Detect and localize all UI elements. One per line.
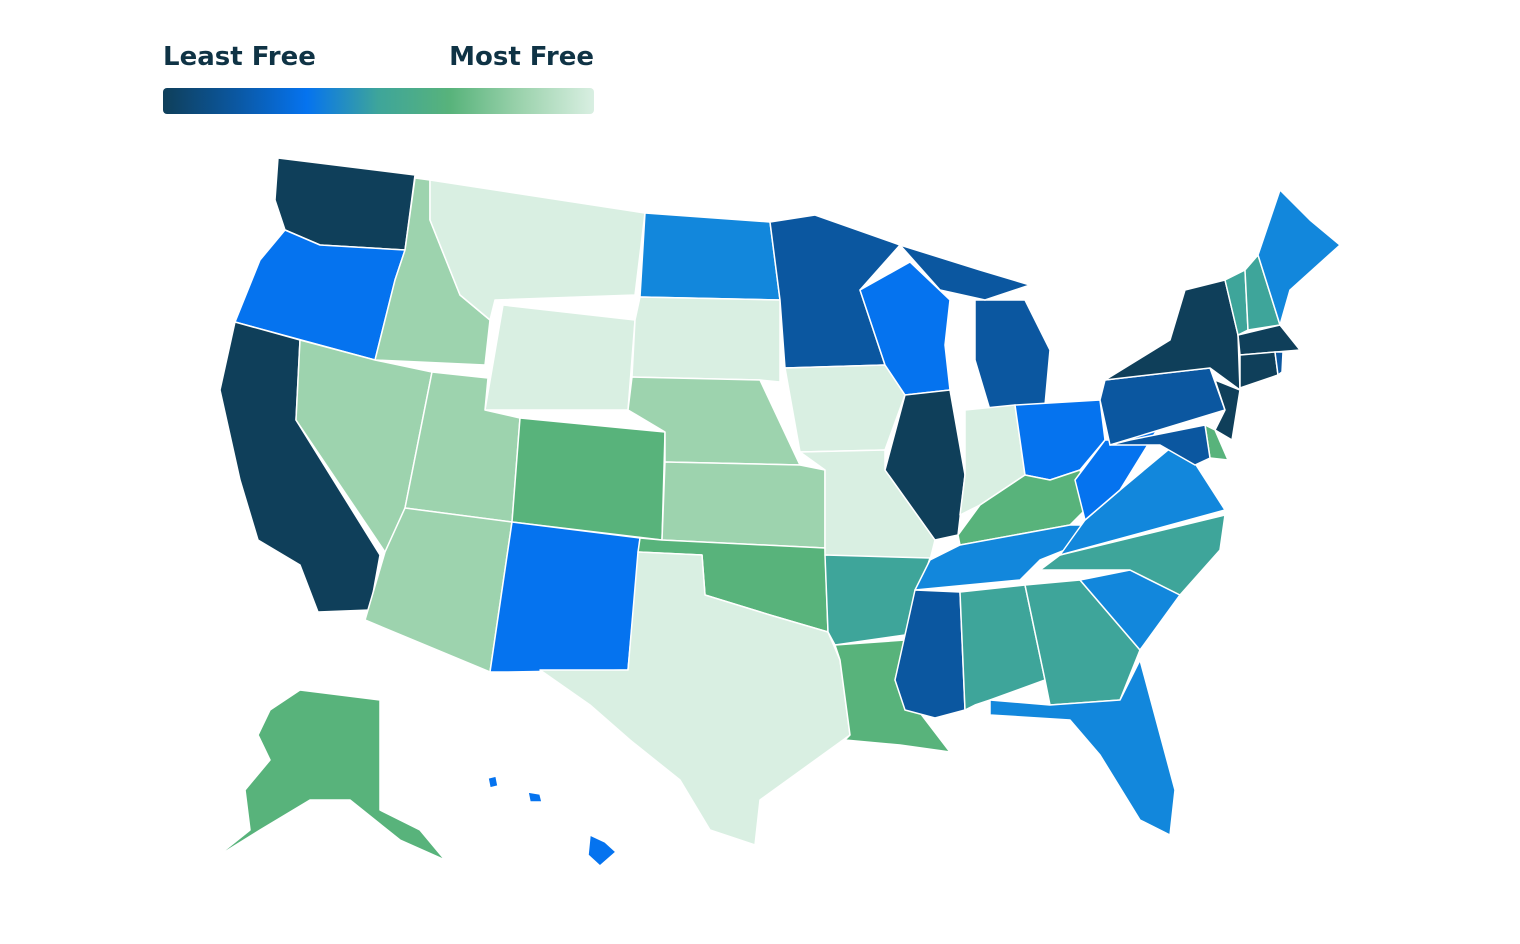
legend-min-label: Least Free: [163, 42, 316, 72]
state: [974, 299, 1051, 411]
legend-max-label: Most Free: [449, 42, 594, 72]
state: [484, 304, 636, 411]
state: [989, 659, 1176, 836]
state: [824, 554, 931, 646]
state: [639, 212, 781, 301]
state: [1109, 424, 1211, 466]
state: [511, 417, 666, 541]
state: [214, 689, 446, 861]
state: [661, 461, 826, 549]
state: [429, 179, 646, 321]
state: [1239, 351, 1279, 389]
state: [899, 244, 1031, 301]
state: [364, 507, 513, 673]
state: [1059, 439, 1226, 556]
state: [487, 775, 499, 789]
legend-gradient-bar: [163, 88, 594, 114]
state: [489, 521, 641, 673]
states: [214, 157, 1341, 867]
state: [859, 261, 951, 396]
state: [527, 791, 543, 803]
state: [1274, 351, 1284, 376]
state: [539, 551, 851, 846]
state: [784, 364, 906, 453]
state: [631, 296, 781, 383]
state: [587, 834, 617, 867]
state: [799, 449, 936, 561]
state: [1237, 324, 1301, 356]
state: [1214, 379, 1241, 441]
